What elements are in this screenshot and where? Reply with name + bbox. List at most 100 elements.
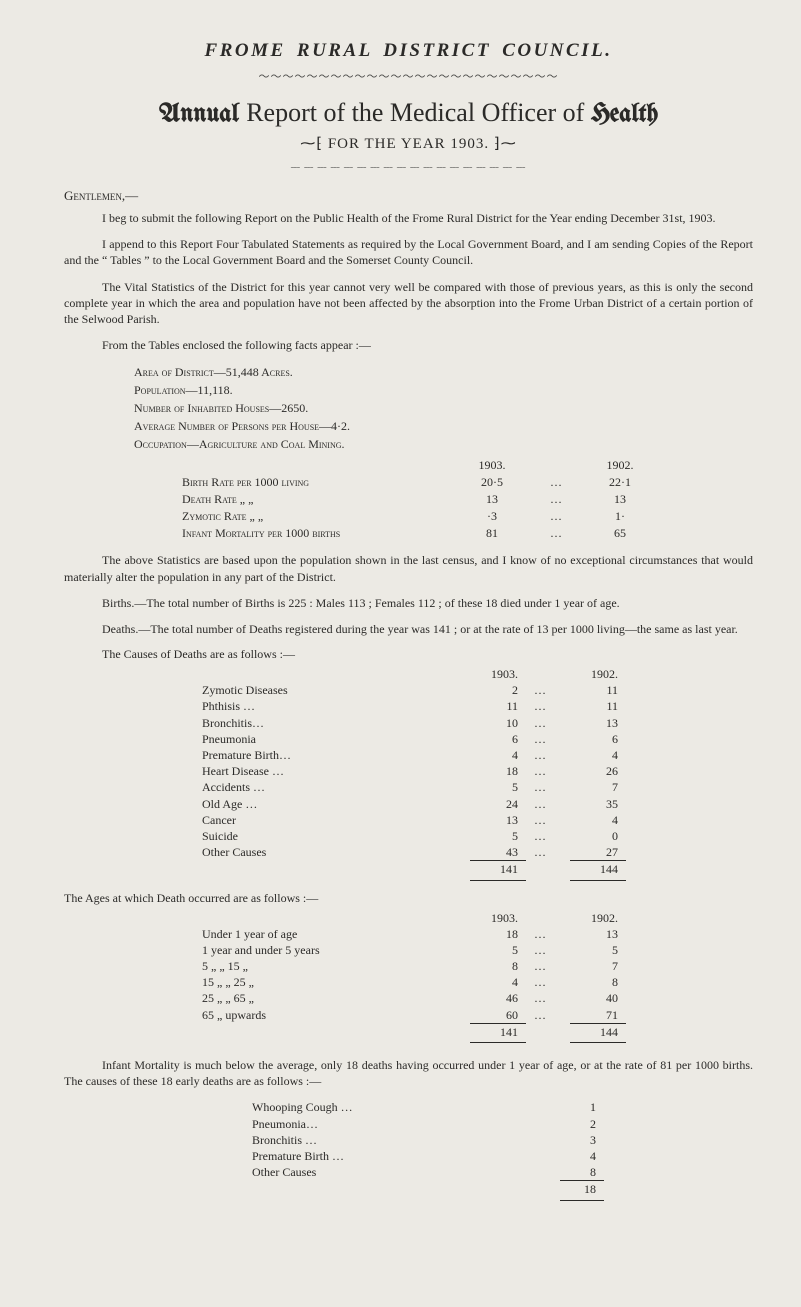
ages-year-1902: 1902. (570, 910, 626, 926)
table-total-row: 18 (244, 1181, 604, 1198)
title-middle: Report of the Medical Officer of (246, 98, 591, 127)
fact-avg-persons: Average Number of Persons per House—4·2. (134, 417, 753, 435)
paragraph-vital: The Vital Statistics of the District for… (64, 279, 753, 328)
paragraph-infant-mortality: Infant Mortality is much below the avera… (64, 1057, 753, 1089)
infant-total: 18 (560, 1181, 604, 1198)
table-row: Heart Disease …18…26 (194, 763, 626, 779)
cause-value: 4 (570, 747, 626, 763)
infant-label: Other Causes (244, 1164, 560, 1181)
age-label: 65 „ upwards (194, 1007, 470, 1024)
age-label: 25 „ „ 65 „ (194, 990, 470, 1006)
infant-causes-table: Whooping Cough …1 Pneumonia…2 Bronchitis… (244, 1099, 604, 1200)
table-row: 25 „ „ 65 „46…40 (194, 990, 626, 1006)
cause-label: Bronchitis… (194, 715, 470, 731)
cause-total: 144 (570, 861, 626, 878)
paragraph-tables-lead: From the Tables enclosed the following f… (64, 337, 753, 353)
cause-value: 6 (570, 731, 626, 747)
infant-label: Whooping Cough … (244, 1099, 560, 1115)
table-row: Death Rate „ „ 13 … 13 (174, 491, 652, 508)
table-row: Old Age …24…35 (194, 796, 626, 812)
ages-heading: The Ages at which Death occurred are as … (64, 891, 753, 906)
ages-table: 1903. 1902. Under 1 year of age18…13 1 y… (194, 910, 626, 1044)
salutation: Gentlemen,— (64, 188, 753, 204)
cause-value: 4 (570, 812, 626, 828)
cause-value: 2 (470, 682, 526, 698)
age-total: 141 (470, 1023, 526, 1040)
cause-value: 24 (470, 796, 526, 812)
cause-value: 5 (470, 779, 526, 795)
cause-value: 11 (570, 698, 626, 714)
table-row: Cancer13…4 (194, 812, 626, 828)
table-row: Premature Birth …4 (244, 1148, 604, 1164)
divider-wavy: 〜〜〜〜〜〜〜〜〜〜〜〜〜〜〜〜〜〜〜〜〜〜〜〜〜 (64, 68, 753, 84)
table-row: 1903. 1902. (174, 457, 652, 474)
cause-value: 11 (470, 698, 526, 714)
infant-label: Premature Birth … (244, 1148, 560, 1164)
rates-year-1903: 1903. (460, 457, 524, 474)
table-row: Zymotic Diseases2…11 (194, 682, 626, 698)
district-facts: Area of District—51,448 Acres. Populatio… (134, 363, 753, 453)
divider-wavy-small: ﹏ ﹏ ﹏ ﹏ ﹏ ﹏ ﹏ ﹏ ﹏ ﹏ ﹏ ﹏ ﹏ ﹏ ﹏ ﹏ ﹏ ﹏ (64, 157, 753, 170)
infant-value: 1 (560, 1099, 604, 1115)
document-title: FROME RURAL DISTRICT COUNCIL. (64, 40, 753, 62)
fact-houses: Number of Inhabited Houses—2650. (134, 399, 753, 417)
causes-year-1902: 1902. (570, 666, 626, 682)
table-row: Bronchitis …3 (244, 1132, 604, 1148)
table-row: 15 „ „ 25 „4…8 (194, 974, 626, 990)
fact-area: Area of District—51,448 Acres. (134, 363, 753, 381)
table-row: Whooping Cough …1 (244, 1099, 604, 1115)
cause-label: Heart Disease … (194, 763, 470, 779)
paragraph-intro: I beg to submit the following Report on … (64, 210, 753, 226)
age-value: 7 (570, 958, 626, 974)
cause-label: Premature Birth… (194, 747, 470, 763)
cause-value: 0 (570, 828, 626, 844)
table-row: Zymotic Rate „ „ ·3 … 1· (174, 508, 652, 525)
age-label: 5 „ „ 15 „ (194, 958, 470, 974)
table-row: Under 1 year of age18…13 (194, 926, 626, 942)
rate-value: 81 (460, 525, 524, 542)
infant-label: Pneumonia… (244, 1116, 560, 1132)
cause-label: Suicide (194, 828, 470, 844)
table-row: Other Causes43…27 (194, 844, 626, 861)
causes-year-1903: 1903. (470, 666, 526, 682)
cause-value: 18 (470, 763, 526, 779)
title-word-annual: Annual (159, 101, 246, 128)
cause-label: Phthisis … (194, 698, 470, 714)
table-row: Accidents …5…7 (194, 779, 626, 795)
infant-value: 2 (560, 1116, 604, 1132)
age-value: 71 (570, 1007, 626, 1024)
table-row: Premature Birth…4…4 (194, 747, 626, 763)
age-value: 4 (470, 974, 526, 990)
cause-label: Other Causes (194, 844, 470, 861)
report-subtitle: ⁓⁅ FOR THE YEAR 1903. ⁆⁓ (64, 134, 753, 153)
table-row: Suicide5…0 (194, 828, 626, 844)
cause-label: Cancer (194, 812, 470, 828)
age-value: 13 (570, 926, 626, 942)
cause-value: 27 (570, 844, 626, 861)
table-row: Pneumonia…2 (244, 1116, 604, 1132)
fact-population: Population—11,118. (134, 381, 753, 399)
rate-value: 65 (588, 525, 652, 542)
table-row: Infant Mortality per 1000 births 81 … 65 (174, 525, 652, 542)
rate-value: ·3 (460, 508, 524, 525)
cause-label: Accidents … (194, 779, 470, 795)
cause-value: 6 (470, 731, 526, 747)
rate-label: Zymotic Rate „ „ (174, 508, 460, 525)
age-value: 46 (470, 990, 526, 1006)
age-label: 15 „ „ 25 „ (194, 974, 470, 990)
table-row: Phthisis …11…11 (194, 698, 626, 714)
cause-value: 13 (470, 812, 526, 828)
cause-value: 26 (570, 763, 626, 779)
cause-value: 7 (570, 779, 626, 795)
age-value: 5 (470, 942, 526, 958)
age-label: Under 1 year of age (194, 926, 470, 942)
cause-value: 11 (570, 682, 626, 698)
infant-label: Bronchitis … (244, 1132, 560, 1148)
age-value: 40 (570, 990, 626, 1006)
report-title: Annual Report of the Medical Officer of … (64, 98, 753, 128)
cause-value: 43 (470, 844, 526, 861)
infant-value: 3 (560, 1132, 604, 1148)
cause-label: Zymotic Diseases (194, 682, 470, 698)
age-value: 8 (570, 974, 626, 990)
infant-value: 4 (560, 1148, 604, 1164)
